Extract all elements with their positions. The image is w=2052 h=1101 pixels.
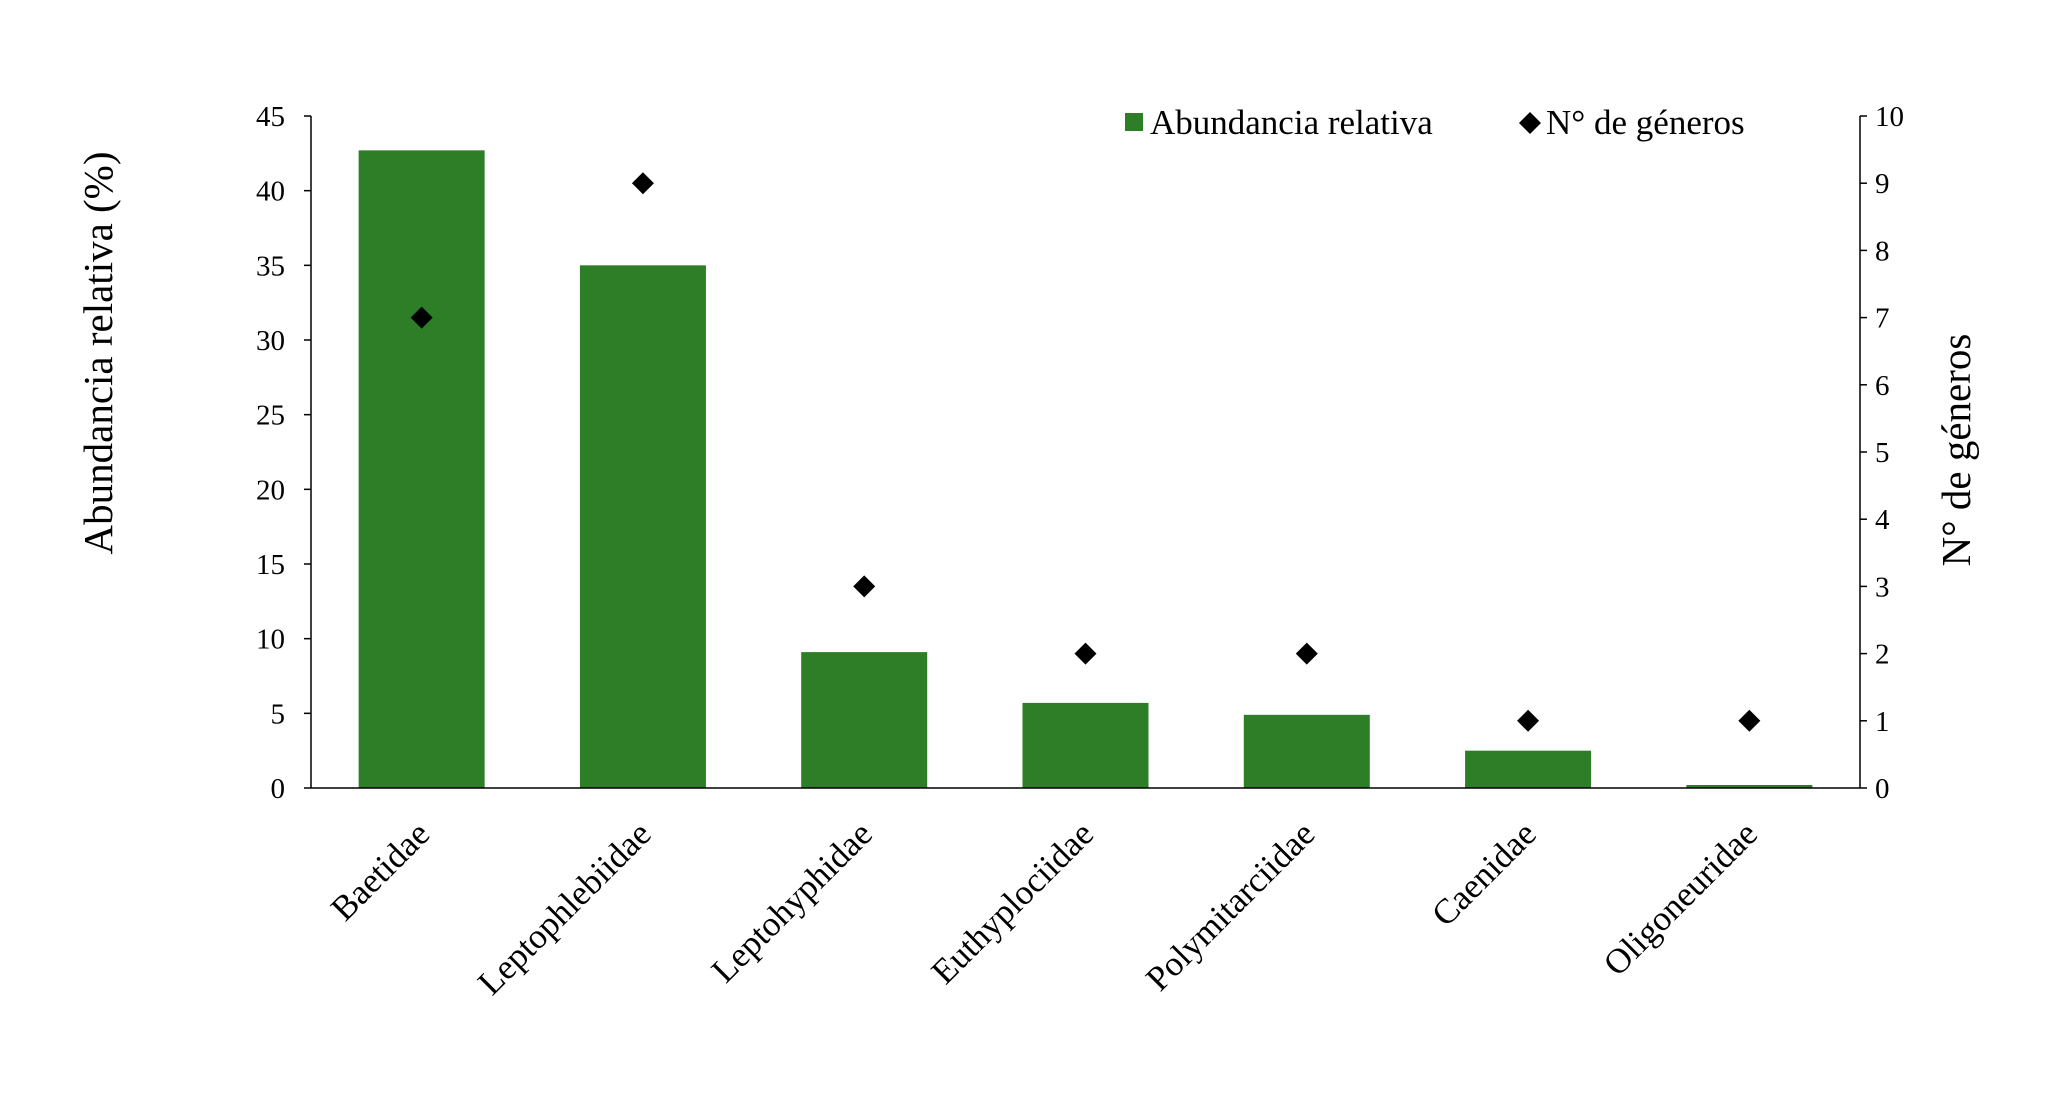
y2-tick-label: 2 bbox=[1875, 639, 1890, 671]
y2-tick-label: 6 bbox=[1875, 370, 1890, 402]
y2-axis-title: N° de géneros bbox=[1933, 334, 1979, 567]
y-tick-label: 0 bbox=[271, 773, 286, 805]
y2-tick-label: 7 bbox=[1875, 303, 1890, 335]
x-category-label: Leptophlebiidae bbox=[470, 814, 658, 1002]
scatter-series bbox=[410, 172, 1761, 732]
x-category-label: Caenidae bbox=[1424, 814, 1544, 934]
y-axis-title: Abundancia relativa (%) bbox=[75, 152, 121, 555]
bar-leptophlebiidae bbox=[579, 265, 706, 788]
legend-label-scatter: N° de géneros bbox=[1546, 103, 1745, 142]
legend-label-bar: Abundancia relativa bbox=[1150, 103, 1433, 142]
y2-tick-label: 5 bbox=[1875, 437, 1890, 469]
y2-tick-label: 8 bbox=[1875, 235, 1890, 267]
y-tick-label: 5 bbox=[271, 698, 286, 730]
bar-leptohyphidae bbox=[801, 652, 928, 788]
y-tick-label: 20 bbox=[256, 474, 285, 506]
bar-baetidae bbox=[358, 150, 485, 788]
legend: Abundancia relativa N° de géneros bbox=[1125, 103, 1745, 142]
y-tick-label: 40 bbox=[256, 176, 285, 208]
y2-tick-label: 1 bbox=[1875, 706, 1890, 738]
point-oligoneuridae bbox=[1738, 709, 1761, 732]
y-tick-label: 25 bbox=[256, 400, 285, 432]
point-caenidae bbox=[1517, 709, 1540, 732]
y-tick-label: 30 bbox=[256, 325, 285, 357]
x-category-label: Oligoneuridae bbox=[1596, 814, 1765, 983]
legend-bar-swatch bbox=[1125, 113, 1143, 131]
y-tick-label: 15 bbox=[256, 549, 285, 581]
y-tick-label: 35 bbox=[256, 250, 285, 282]
x-category-label: Euthyplociidae bbox=[924, 814, 1101, 991]
y-tick-label: 45 bbox=[256, 101, 285, 133]
x-category-label: Leptohyphidae bbox=[704, 814, 880, 990]
y-tick-label: 10 bbox=[256, 624, 285, 656]
bar-caenidae bbox=[1465, 750, 1592, 788]
point-euthyplociidae bbox=[1074, 642, 1097, 665]
y2-tick-label: 3 bbox=[1875, 571, 1890, 603]
x-category-label: Polymitarciidae bbox=[1138, 814, 1322, 998]
point-baetidae bbox=[410, 306, 433, 329]
point-leptohyphidae bbox=[853, 575, 876, 598]
y2-tick-label: 0 bbox=[1875, 773, 1890, 805]
x-category-label: Baetidae bbox=[323, 814, 437, 928]
y2-tick-label: 4 bbox=[1875, 504, 1890, 536]
y2-tick-label: 10 bbox=[1875, 101, 1904, 133]
bar-oligoneuridae bbox=[1686, 785, 1813, 788]
point-leptophlebiidae bbox=[631, 172, 654, 195]
y2-tick-label: 9 bbox=[1875, 168, 1890, 200]
bar-polymitarciidae bbox=[1243, 714, 1370, 788]
bar-series bbox=[358, 150, 1813, 788]
point-polymitarciidae bbox=[1295, 642, 1318, 665]
bar-euthyplociidae bbox=[1022, 702, 1149, 788]
legend-diamond-marker bbox=[1519, 112, 1541, 134]
